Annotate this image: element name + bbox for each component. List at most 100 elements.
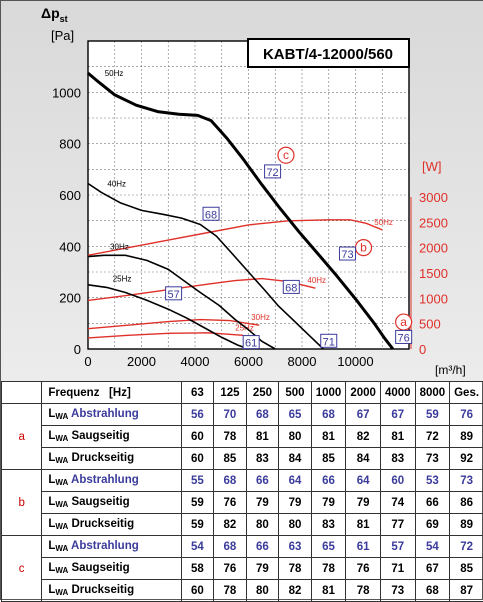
y-axis-symbol: Δpst xyxy=(41,5,68,24)
header-frequency-label: Frequenz xyxy=(48,387,99,399)
table-cell: 67 xyxy=(380,404,415,426)
header-frequency-unit: [Hz] xyxy=(99,387,130,399)
table-cell: 59 xyxy=(415,404,450,426)
table-cell: 68 xyxy=(214,470,247,492)
table-cell: 61 xyxy=(346,536,381,558)
operating-point-letter: b xyxy=(360,241,367,255)
row-label: LWA Saugseitig xyxy=(42,492,181,514)
x-tick-label: 6000 xyxy=(234,354,263,369)
chart-title: KABT/4-12000/560 xyxy=(263,46,393,63)
table-cell: 54 xyxy=(181,536,214,558)
table-cell: 60 xyxy=(181,426,214,448)
row-label-sub: WA xyxy=(55,412,68,421)
row-label-name: Druckseitig xyxy=(68,584,134,596)
table-cell: 77 xyxy=(380,514,415,536)
table-cell: 57 xyxy=(380,536,415,558)
table-cell: 66 xyxy=(415,492,450,514)
pressure-curve-label: 25Hz xyxy=(113,274,132,283)
table-cell: 80 xyxy=(246,580,279,602)
header-band: 500 xyxy=(279,382,312,404)
table-cell: 64 xyxy=(346,470,381,492)
row-label: LWA Abstrahlung xyxy=(42,404,181,426)
table-cell: 73 xyxy=(415,448,450,470)
table-cell: 66 xyxy=(246,536,279,558)
pressure-curve-label: 40Hz xyxy=(107,179,126,188)
table-cell: 83 xyxy=(380,448,415,470)
row-label-sub: WA xyxy=(55,588,68,597)
x-tick-label: 4000 xyxy=(181,354,210,369)
table-cell: 65 xyxy=(311,536,346,558)
table-cell: 92 xyxy=(450,448,483,470)
table-cell: 67 xyxy=(346,404,381,426)
row-label: LWA Abstrahlung xyxy=(42,536,181,558)
row-label-name: Abstrahlung xyxy=(68,474,139,486)
row-label-name: Abstrahlung xyxy=(68,540,139,552)
table-cell: 81 xyxy=(346,514,381,536)
y-tick-label: 0 xyxy=(74,342,81,357)
table-cell: 78 xyxy=(214,580,247,602)
row-label: LWA Saugseitig xyxy=(42,426,181,448)
table-cell: 76 xyxy=(450,404,483,426)
table-cell: 89 xyxy=(450,514,483,536)
table-cell: 56 xyxy=(181,404,214,426)
table-cell: 72 xyxy=(415,426,450,448)
table-cell: 80 xyxy=(279,426,312,448)
header-frequency: Frequenz [Hz] xyxy=(42,382,181,404)
sound-level-value: 71 xyxy=(323,336,335,348)
y2-tick-label: 1500 xyxy=(419,266,448,281)
group-label: b xyxy=(2,470,42,536)
sound-level-value: 68 xyxy=(205,209,217,221)
x-tick-label: 0 xyxy=(84,354,91,369)
table-cell: 85 xyxy=(311,448,346,470)
table-cell: 79 xyxy=(246,558,279,580)
y2-tick-label: 0 xyxy=(419,342,426,357)
group-label: a xyxy=(2,404,42,470)
operating-point-letter: a xyxy=(400,315,407,329)
table-cell: 85 xyxy=(214,448,247,470)
y2-axis-unit: [W] xyxy=(422,159,442,174)
table-cell: 68 xyxy=(415,580,450,602)
row-label-name: Druckseitig xyxy=(68,452,134,464)
table-cell: 83 xyxy=(246,448,279,470)
y2-tick-label: 1000 xyxy=(419,291,448,306)
table-cell: 55 xyxy=(181,470,214,492)
table-cell: 63 xyxy=(279,536,312,558)
row-label: LWA Druckseitig xyxy=(42,514,181,536)
row-label: LWA Abstrahlung xyxy=(42,470,181,492)
row-label-name: Saugseitig xyxy=(68,562,129,574)
row-label-sub: WA xyxy=(55,522,68,531)
row-label-sub: WA xyxy=(55,544,68,553)
table-cell: 82 xyxy=(279,580,312,602)
row-label-sub: WA xyxy=(55,500,68,509)
table-cell: 79 xyxy=(279,492,312,514)
power-curve-label: 50Hz xyxy=(374,218,393,227)
table-cell: 68 xyxy=(214,536,247,558)
table-cell: 76 xyxy=(214,558,247,580)
header-band: 4000 xyxy=(380,382,415,404)
y2-tick-label: 2500 xyxy=(419,215,448,230)
table-cell: 81 xyxy=(311,580,346,602)
row-label-sub: WA xyxy=(55,456,68,465)
header-band: 63 xyxy=(181,382,214,404)
row-label-name: Druckseitig xyxy=(68,518,134,530)
sound-level-value: 72 xyxy=(266,167,278,179)
table-cell: 80 xyxy=(246,514,279,536)
sound-level-value: 76 xyxy=(398,332,410,344)
table-cell: 53 xyxy=(415,470,450,492)
table-cell: 81 xyxy=(246,426,279,448)
row-label: LWA Druckseitig xyxy=(42,448,181,470)
table-cell: 78 xyxy=(279,558,312,580)
table-cell: 67 xyxy=(415,558,450,580)
table-cell: 68 xyxy=(246,404,279,426)
row-label-sub: WA xyxy=(55,434,68,443)
table-cell: 86 xyxy=(450,492,483,514)
table-cell: 68 xyxy=(311,404,346,426)
table-cell: 58 xyxy=(181,558,214,580)
header-band: Ges. xyxy=(450,382,483,404)
sound-level-value: 73 xyxy=(341,249,353,261)
